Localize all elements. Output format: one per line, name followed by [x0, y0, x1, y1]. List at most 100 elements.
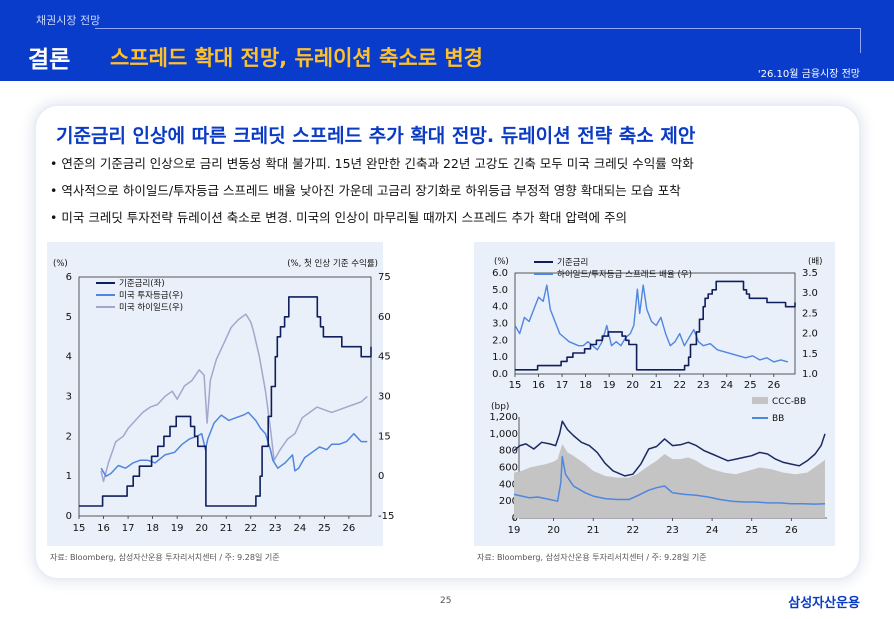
x-tick-label: 20 [626, 380, 639, 391]
y-tick-label: 200 [499, 496, 518, 507]
y-tick-label-left: 6.0 [492, 268, 508, 279]
y-tick-label-left: 3 [66, 392, 72, 403]
y-tick-label-left: 3.0 [492, 319, 508, 330]
x-tick-label: 23 [666, 525, 679, 536]
legend-label: 하이일드/투자등급 스프레드 배율 (우) [557, 269, 692, 280]
y-tick-label-right: -15 [378, 511, 394, 522]
bullet-item: 미국 크레딧 투자전략 듀레이션 축소로 변경. 미국의 인상이 마무리될 때까… [50, 204, 850, 231]
y-tick-label-left: 4.0 [492, 302, 508, 313]
x-tick-label: 25 [744, 380, 757, 391]
y-tick-label-right: 75 [378, 272, 391, 283]
x-tick-label: 24 [720, 380, 733, 391]
legend-label: 미국 투자등급(우) [119, 291, 183, 301]
x-tick-label: 18 [579, 380, 592, 391]
x-tick-label: 24 [706, 525, 719, 536]
y-tick-label: 800 [499, 446, 518, 457]
brand-logo: 삼성자산운용 [788, 596, 860, 611]
y-tick-label-left: 2 [66, 431, 72, 442]
y-tick-label-right: 2.5 [802, 308, 818, 319]
y-tick-label: 1,200 [489, 412, 518, 423]
x-tick-label: 26 [767, 380, 780, 391]
series-line-1 [514, 284, 789, 363]
conclusion-label: 결론 [28, 47, 71, 73]
series-line-1 [513, 455, 826, 505]
y-tick-label: 400 [499, 479, 518, 490]
plot-frame [78, 276, 372, 517]
y-tick-label-left: 6 [66, 272, 72, 283]
headline: 기준금리 인상에 따른 크레딧 스프레드 추가 확대 전망. 듀레이션 전략 축… [56, 125, 696, 147]
x-tick-label: 26 [343, 523, 356, 534]
x-tick-label: 21 [587, 525, 600, 536]
legend-swatch-area [752, 397, 768, 404]
y-axis-unit-right: (배) [808, 257, 822, 267]
x-tick-label: 21 [220, 523, 233, 534]
x-tick-label: 22 [244, 523, 257, 534]
header-band: 채권시장 전망 결론 스프레드 확대 전망, 듀레이션 축소로 변경 '26.1… [0, 0, 894, 81]
series-line-0 [515, 280, 796, 371]
x-tick-label: 15 [509, 380, 522, 391]
series-line-0 [79, 296, 372, 507]
x-tick-label: 25 [318, 523, 331, 534]
series-area-ccc-bb [514, 443, 825, 518]
x-tick-label: 24 [293, 523, 306, 534]
header-rule [95, 28, 860, 29]
x-tick-label: 18 [146, 523, 159, 534]
y-axis-unit: (bp) [491, 402, 509, 412]
y-tick-label-left: 5 [66, 312, 72, 323]
y-tick-label-right: 60 [378, 312, 391, 323]
y-tick-label-right: 45 [378, 352, 391, 363]
series-line-2 [100, 313, 368, 483]
y-tick-label: 1,000 [489, 429, 518, 440]
x-tick-label: 25 [745, 525, 758, 536]
legend-label: 기준금리 [557, 258, 588, 268]
x-tick-label: 15 [73, 523, 86, 534]
bullet-list: 연준의 기준금리 인상으로 금리 변동성 확대 불가피. 15년 완만한 긴축과… [50, 150, 850, 231]
source-note-right: 자료: Bloomberg, 삼성자산운용 투자리서치센터 / 주: 9.28일… [477, 553, 707, 562]
x-tick-label: 16 [97, 523, 110, 534]
y-tick-label-right: 1.0 [802, 369, 818, 380]
y-tick-label-right: 1.5 [802, 349, 818, 360]
y-tick-label-left: 5.0 [492, 285, 508, 296]
y-tick-label-left: 2.0 [492, 335, 508, 346]
x-tick-label: 19 [171, 523, 184, 534]
bullet-item: 역사적으로 하이일드/투자등급 스프레드 배율 낮아진 가운데 고금리 장기화로… [50, 177, 850, 204]
x-tick-label: 23 [269, 523, 282, 534]
y-tick-label-left: 0 [66, 511, 72, 522]
y-tick-label-left: 4 [66, 352, 72, 363]
x-tick-label: 21 [650, 380, 663, 391]
page-number: 25 [440, 596, 452, 606]
y-tick-label: 0 [512, 513, 518, 524]
y-tick-label-left: 1 [66, 471, 72, 482]
x-tick-label: 22 [626, 525, 639, 536]
legend-label: BB [772, 414, 784, 424]
y-tick-label-right: 0 [378, 471, 384, 482]
bullet-item: 연준의 기준금리 인상으로 금리 변동성 확대 불가피. 15년 완만한 긴축과… [50, 150, 850, 177]
legend-label: CCC-BB [772, 397, 806, 407]
legend-label: 미국 하이일드(우) [119, 302, 183, 313]
x-tick-label: 17 [556, 380, 569, 391]
x-tick-label: 20 [195, 523, 208, 534]
section-label: 채권시장 전망 [36, 14, 101, 27]
y-tick-label-right: 3.0 [802, 288, 818, 299]
x-tick-label: 17 [122, 523, 135, 534]
series-line-1 [100, 411, 368, 477]
x-tick-label: 20 [547, 525, 560, 536]
source-note-left: 자료: Bloomberg, 삼성자산운용 투자리서치센터 / 주: 9.28일… [50, 553, 280, 562]
legend-label: 기준금리(좌) [119, 279, 165, 289]
series-line-2 [513, 420, 826, 477]
x-tick-label: 26 [785, 525, 798, 536]
y-tick-label-right: 15 [378, 431, 391, 442]
page-title: 스프레드 확대 전망, 듀레이션 축소로 변경 [110, 46, 483, 70]
x-tick-label: 16 [532, 380, 545, 391]
y-axis-unit-left: (%) [494, 257, 509, 267]
report-tag: '26.10월 금융시장 전망 [757, 69, 860, 80]
x-tick-label: 19 [508, 525, 521, 536]
y-axis-unit-left: (%) [53, 259, 68, 269]
y-tick-label-right: 30 [378, 392, 391, 403]
y-tick-label-right: 3.5 [802, 268, 818, 279]
plot-frame [514, 272, 796, 375]
y-axis-unit-right: (%, 첫 인상 기준 수익률) [287, 258, 378, 269]
y-tick-label-left: 1.0 [492, 352, 508, 363]
x-tick-label: 22 [673, 380, 686, 391]
